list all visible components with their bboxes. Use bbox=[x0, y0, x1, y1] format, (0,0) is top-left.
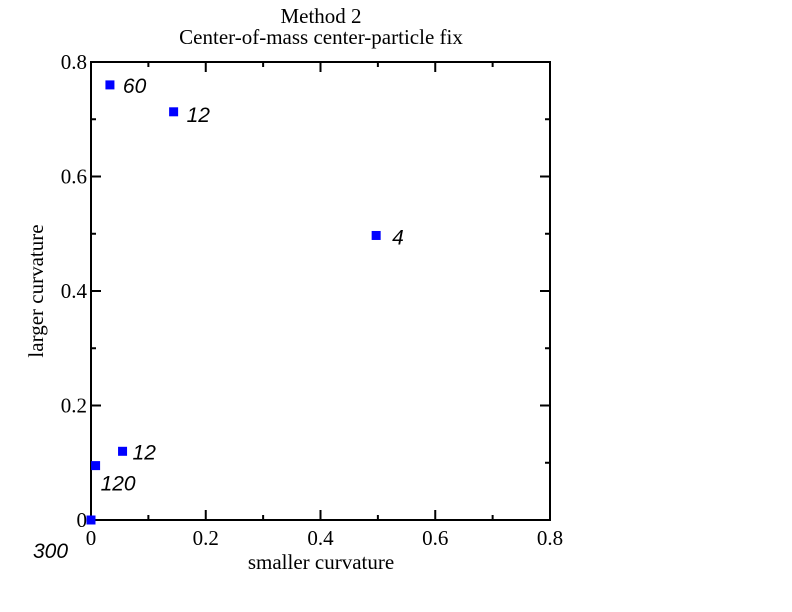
data-point bbox=[91, 461, 101, 471]
data-point bbox=[169, 107, 179, 117]
point-label: 12 bbox=[133, 441, 157, 464]
x-tick-label: 0.2 bbox=[193, 526, 219, 550]
data-point bbox=[118, 446, 128, 456]
point-label: 300 bbox=[33, 540, 68, 563]
y-axis-label: larger curvature bbox=[24, 224, 48, 357]
x-tick-label: 0 bbox=[86, 526, 97, 550]
point-label: 60 bbox=[123, 75, 147, 98]
x-tick-label: 0.6 bbox=[422, 526, 448, 550]
point-label: 12 bbox=[187, 104, 211, 127]
data-point bbox=[371, 230, 381, 240]
y-tick-label: 0.6 bbox=[61, 165, 87, 189]
point-label: 120 bbox=[101, 473, 136, 496]
point-labels: 300 120 12 60 12 4 bbox=[33, 75, 404, 563]
tick-labels: 0 0.2 0.4 0.6 0.8 0 0.2 0.4 0.6 0.8 bbox=[61, 50, 563, 550]
plot-frame bbox=[90, 61, 551, 521]
data-point bbox=[86, 515, 96, 525]
y-tick-label: 0.2 bbox=[61, 394, 87, 418]
y-tick-label: 0.4 bbox=[61, 279, 88, 303]
chart-title: Method 2 bbox=[280, 4, 361, 28]
x-tick-label: 0.4 bbox=[307, 526, 334, 550]
axis-ticks bbox=[90, 61, 551, 521]
y-tick-label: 0.8 bbox=[61, 50, 87, 74]
chart-subtitle: Center-of-mass center-particle fix bbox=[179, 25, 463, 49]
point-label: 4 bbox=[392, 226, 404, 249]
x-axis-label: smaller curvature bbox=[248, 550, 394, 574]
y-tick-label: 0 bbox=[77, 508, 88, 532]
x-tick-label: 0.8 bbox=[537, 526, 563, 550]
data-points bbox=[86, 80, 381, 525]
data-point bbox=[105, 80, 115, 90]
